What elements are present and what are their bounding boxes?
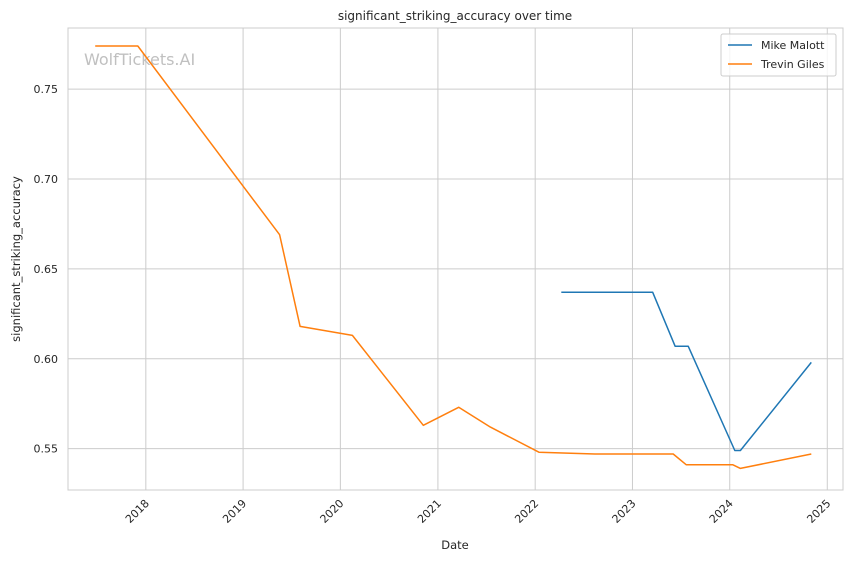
y-axis-title: significant_striking_accuracy: [9, 176, 23, 342]
y-tick-label: 0.55: [34, 443, 59, 456]
grid: [68, 28, 843, 490]
series-line-mike-malott: [561, 291, 812, 452]
y-tick-label: 0.60: [34, 353, 59, 366]
legend-label-mike-malott: Mike Malott: [761, 39, 825, 52]
series-line-trevin-giles: [95, 45, 812, 470]
y-tick-label: 0.70: [34, 173, 59, 186]
legend: Mike Malott Trevin Giles: [720, 33, 837, 77]
watermark-text: WolfTickets.AI: [84, 50, 195, 69]
series-lines: [95, 45, 812, 470]
plot-frame: [67, 27, 844, 491]
y-tick-label: 0.75: [34, 83, 59, 96]
legend-label-trevin-giles: Trevin Giles: [760, 58, 825, 71]
chart-title: significant_striking_accuracy over time: [338, 9, 572, 23]
y-tick-label: 0.65: [34, 263, 59, 276]
x-axis-title: Date: [441, 538, 469, 552]
